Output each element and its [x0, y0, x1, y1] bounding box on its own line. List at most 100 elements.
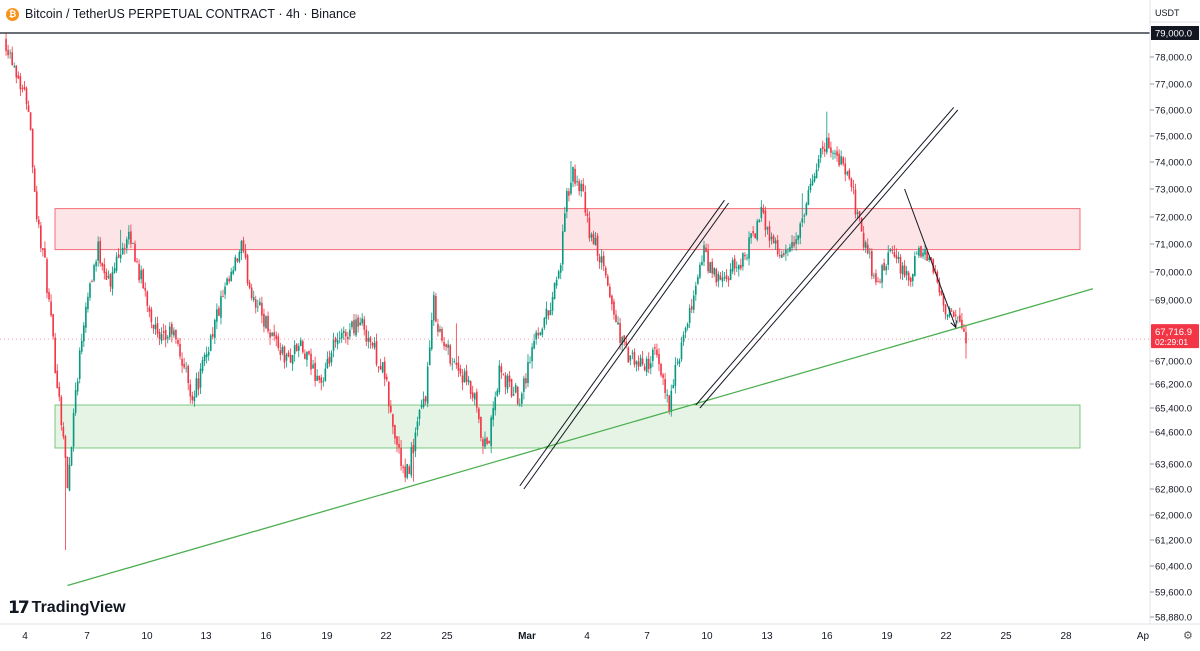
candle-body — [866, 244, 869, 254]
candle-body — [160, 334, 163, 341]
candle-body — [498, 365, 501, 393]
candle-body — [91, 281, 93, 282]
candle-body — [60, 396, 63, 426]
y-tick-label: 66,200.0 — [1155, 380, 1192, 391]
candle-body — [340, 332, 343, 339]
candle-body — [146, 291, 149, 306]
candle-body — [261, 302, 263, 316]
candle-body — [248, 282, 251, 288]
y-tick-label: 64,600.0 — [1155, 428, 1192, 439]
candle-body — [699, 264, 701, 278]
candle-body — [271, 332, 273, 336]
candles-layer — [5, 33, 967, 551]
candle-body — [123, 248, 126, 250]
candle-body — [168, 326, 171, 338]
candle-body — [103, 264, 106, 274]
candle-body — [846, 171, 849, 175]
y-tick-label: 75,000.0 — [1155, 132, 1192, 143]
candle-body — [121, 247, 124, 255]
candle-body — [727, 278, 730, 281]
candle-body — [158, 331, 161, 340]
chart-title[interactable]: Bitcoin / TetherUS PERPETUAL CONTRACT · … — [25, 7, 357, 21]
candle-body — [173, 330, 175, 336]
currency-label[interactable]: USDT — [1155, 8, 1180, 18]
candle-body — [785, 250, 787, 254]
candle-body — [823, 149, 826, 152]
gear-icon[interactable]: ⚙ — [1183, 629, 1193, 642]
annotations-layer — [67, 107, 1094, 587]
candle-body — [652, 349, 654, 361]
candle-body — [46, 259, 48, 294]
candle-body — [676, 362, 679, 364]
candle-body — [365, 329, 368, 342]
candle-body — [842, 157, 845, 164]
candle-body — [447, 344, 449, 348]
candle-body — [525, 378, 527, 384]
candle-body — [357, 317, 359, 327]
ascending-trendline — [67, 288, 1094, 587]
x-tick-label: Ap — [1137, 631, 1150, 642]
x-tick-label: 19 — [881, 631, 893, 642]
candle-body — [803, 215, 806, 217]
candle-body — [154, 324, 157, 330]
candle-body — [959, 315, 961, 322]
candle-body — [561, 231, 564, 265]
candle-body — [58, 386, 61, 397]
tradingview-logo[interactable]: 17 TradingView — [8, 598, 126, 618]
candle-body — [791, 242, 793, 248]
candle-body — [506, 375, 509, 390]
candle-body — [101, 262, 104, 267]
candle-body — [768, 226, 771, 241]
candle-body — [387, 381, 390, 407]
candle-body — [887, 252, 890, 265]
candle-body — [938, 282, 941, 293]
candle-body — [703, 245, 705, 262]
candle-body — [490, 417, 492, 446]
candle-body — [445, 344, 447, 347]
candle-body — [518, 404, 521, 406]
candle-body — [952, 311, 955, 317]
candle-body — [862, 232, 865, 248]
candle-body — [772, 235, 775, 244]
candle-body — [856, 212, 859, 214]
candle-body — [113, 268, 116, 273]
candle-body — [748, 237, 750, 259]
candle-body — [189, 384, 192, 397]
candle-body — [152, 324, 155, 329]
candle-body — [443, 342, 445, 347]
candle-body — [449, 345, 452, 364]
candle-body — [838, 153, 840, 166]
candle-body — [336, 340, 339, 345]
y-tick-label: 62,800.0 — [1155, 485, 1192, 496]
candle-body — [314, 362, 316, 381]
candle-body — [692, 295, 695, 310]
candle-body — [965, 332, 967, 344]
candle-body — [819, 148, 822, 158]
candle-body — [54, 337, 56, 374]
candle-body — [99, 240, 102, 264]
candle-body — [508, 375, 511, 382]
candle-body — [347, 336, 349, 339]
candle-body — [330, 352, 333, 363]
candle-body — [623, 335, 626, 342]
candle-body — [457, 362, 460, 371]
candle-body — [199, 368, 202, 388]
candle-body — [289, 354, 292, 363]
candle-body — [332, 340, 335, 351]
candle-body — [475, 391, 478, 408]
candle-body — [17, 75, 20, 79]
candle-body — [529, 362, 531, 364]
candle-body — [686, 323, 689, 328]
candle-body — [64, 436, 67, 458]
candle-body — [185, 367, 187, 369]
candle-body — [844, 163, 847, 175]
candle-body — [72, 412, 75, 447]
candle-body — [295, 344, 298, 351]
candle-body — [291, 355, 294, 365]
candle-body — [885, 266, 887, 271]
candle-body — [469, 381, 472, 394]
candle-body — [367, 337, 370, 342]
candle-body — [95, 261, 97, 267]
